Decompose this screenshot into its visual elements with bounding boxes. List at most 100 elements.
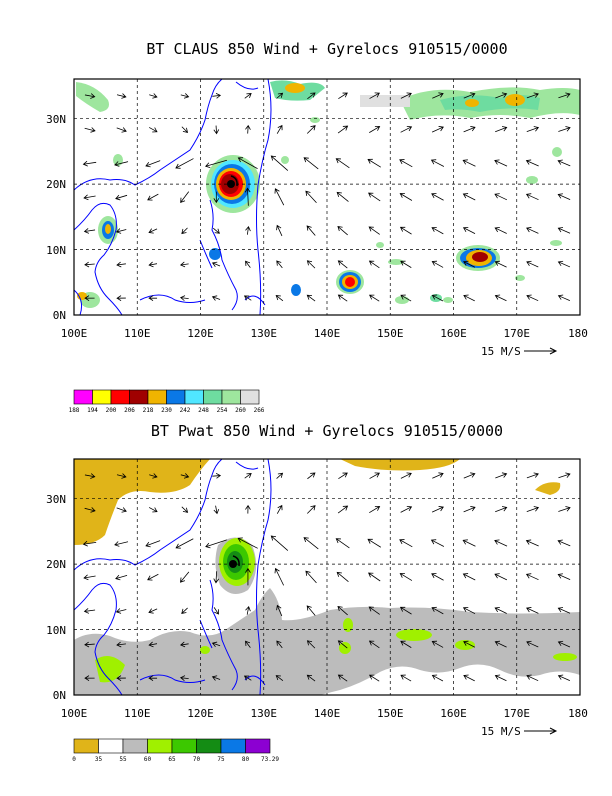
colorbar-swatch bbox=[147, 738, 173, 754]
x-tick-label: 100E bbox=[61, 327, 88, 340]
wind-arrow bbox=[494, 674, 507, 682]
wind-arrow bbox=[462, 539, 476, 547]
map-field-claus bbox=[74, 79, 580, 315]
wind-arrow bbox=[368, 260, 380, 269]
wind-arrow bbox=[463, 294, 475, 302]
wind-arrow bbox=[557, 607, 571, 614]
wind-arrow bbox=[115, 574, 128, 581]
wind-arrow bbox=[495, 472, 508, 479]
x-tick-label: 110E bbox=[124, 707, 151, 720]
wind-arrow bbox=[431, 193, 444, 201]
wind-arrow bbox=[148, 295, 158, 301]
wind-arrow bbox=[557, 640, 571, 648]
wind-arrow bbox=[245, 640, 251, 648]
wind-arrow bbox=[462, 573, 476, 581]
colorbar-swatch bbox=[92, 389, 112, 405]
wind-arrow bbox=[213, 191, 220, 204]
wind-arrow bbox=[557, 260, 571, 268]
wind-arrow bbox=[243, 675, 252, 681]
colorbar-swatch bbox=[98, 738, 124, 754]
wind-arrow bbox=[400, 294, 412, 302]
wind-arrow bbox=[212, 227, 220, 234]
colorbar-label: 194 bbox=[87, 407, 98, 414]
wind-arrow bbox=[337, 640, 348, 649]
wind-arrow bbox=[431, 226, 444, 235]
wind-arrow bbox=[115, 228, 127, 234]
wind-arrow bbox=[557, 674, 571, 681]
y-tick-label: 10N bbox=[46, 624, 66, 637]
x-tick-label: 120E bbox=[187, 707, 214, 720]
wind-arrow bbox=[494, 260, 507, 268]
wind-arrow bbox=[526, 607, 539, 614]
colorbar-label: 73.29 bbox=[261, 756, 279, 763]
wind-arrow bbox=[526, 92, 539, 99]
x-tick-label: 100E bbox=[61, 707, 88, 720]
wind-arrow bbox=[369, 505, 381, 514]
wind-arrow bbox=[148, 675, 158, 681]
wind-arrow bbox=[494, 573, 508, 581]
wind-arrow bbox=[212, 93, 222, 99]
wind-arrow bbox=[245, 606, 251, 615]
colorbar-label: 200 bbox=[106, 407, 117, 414]
vector-scale-label: 15 M/S bbox=[481, 725, 521, 738]
x-tick-label: 180 bbox=[568, 327, 588, 340]
cloud-speckles bbox=[77, 117, 562, 308]
wind-arrow bbox=[526, 674, 539, 682]
wind-arrow bbox=[337, 505, 349, 514]
typhoon-moisture bbox=[219, 538, 255, 586]
wind-arrow bbox=[305, 570, 317, 584]
wind-arrow bbox=[368, 572, 381, 582]
wind-arrow bbox=[337, 605, 348, 616]
wind-arrow bbox=[82, 160, 97, 167]
wind-arrow bbox=[399, 572, 413, 581]
colorbar-label: 75 bbox=[217, 756, 225, 763]
cloud-grey-band bbox=[360, 95, 410, 107]
wind-arrow bbox=[274, 188, 285, 206]
wind-arrow bbox=[463, 92, 476, 99]
wind-arrow bbox=[525, 573, 539, 581]
convective-cell-144e bbox=[336, 270, 364, 294]
colorbar-label: 206 bbox=[124, 407, 135, 414]
wind-arrow bbox=[400, 674, 412, 682]
cloud-core-north bbox=[505, 94, 525, 106]
wind-arrow bbox=[463, 472, 476, 479]
colorbar-label: 242 bbox=[180, 407, 191, 414]
wind-arrow bbox=[526, 640, 539, 648]
wind-arrow bbox=[237, 537, 258, 549]
wind-arrow bbox=[558, 506, 571, 512]
wind-arrow bbox=[149, 93, 158, 99]
colorbar-swatch bbox=[196, 738, 222, 754]
wind-arrow bbox=[84, 295, 95, 301]
colorbar-swatch bbox=[220, 738, 246, 754]
colorbar-label: 35 bbox=[95, 756, 103, 763]
wind-arrow bbox=[148, 608, 158, 614]
y-axis-ticks: 0N 10N 20N 30N bbox=[46, 113, 66, 322]
wind-arrow bbox=[211, 261, 221, 267]
dry-region-northeast bbox=[535, 482, 561, 495]
wind-arrow bbox=[245, 504, 251, 514]
convective-cell-165e bbox=[456, 245, 500, 271]
colorbar-label: 55 bbox=[119, 756, 127, 763]
wind-arrow bbox=[368, 192, 381, 202]
colorbar-swatch bbox=[147, 389, 167, 405]
vector-scale: 15 M/S bbox=[481, 725, 558, 738]
wind-arrow bbox=[557, 294, 571, 301]
wind-arrow bbox=[495, 92, 508, 99]
wind-arrow bbox=[148, 261, 158, 268]
wind-arrow bbox=[336, 191, 349, 202]
wind-arrow bbox=[211, 675, 221, 681]
wind-vectors bbox=[82, 92, 571, 302]
wind-arrow bbox=[211, 295, 221, 301]
wind-arrow bbox=[84, 127, 96, 133]
wind-arrow bbox=[369, 125, 381, 133]
coastlines bbox=[74, 459, 272, 695]
wind-arrow bbox=[245, 260, 251, 268]
wind-arrow bbox=[275, 295, 284, 302]
wind-arrow bbox=[303, 157, 319, 170]
wind-arrow bbox=[557, 573, 571, 580]
wind-arrow bbox=[306, 640, 316, 649]
wind-arrow bbox=[276, 124, 283, 134]
wind-arrow bbox=[526, 126, 540, 132]
wind-arrow bbox=[400, 126, 413, 133]
x-axis-ticks: 100E 110E 120E 130E 140E 150E 160E 170E … bbox=[61, 707, 588, 720]
